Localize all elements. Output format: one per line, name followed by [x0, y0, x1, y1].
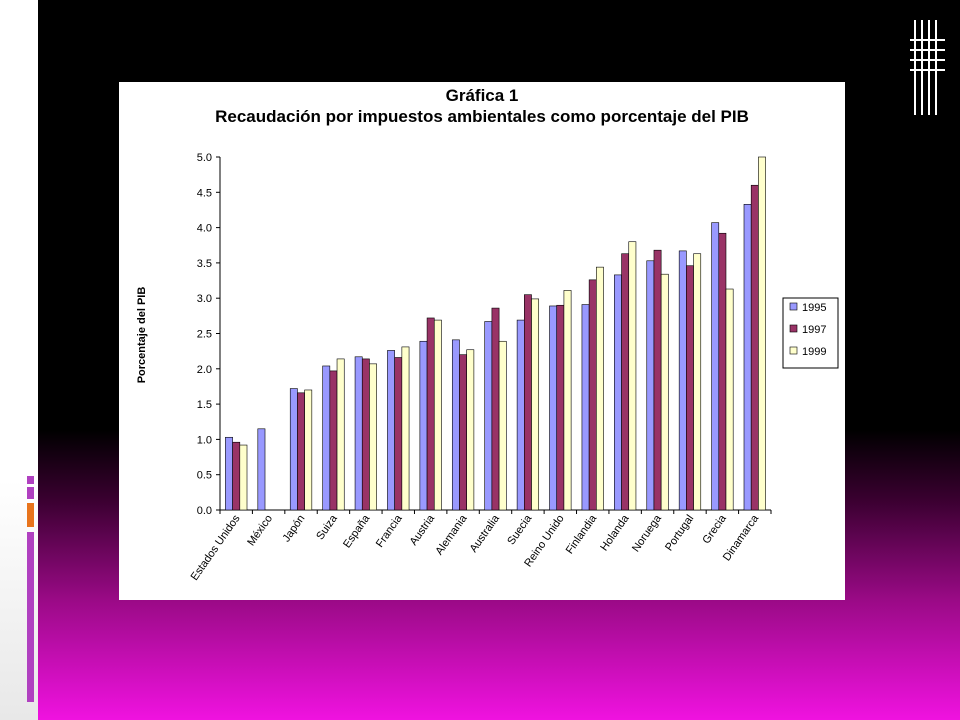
bar-1999-2 — [304, 389, 313, 511]
y-tick-label: 4.5 — [197, 187, 212, 199]
category-label: Noruega — [630, 512, 665, 554]
chart-panel: Gráfica 1 Recaudación por impuestos ambi… — [119, 82, 845, 600]
bar-1997-7 — [459, 354, 467, 511]
category-label: Australia — [468, 512, 503, 555]
bar-1997-11 — [588, 279, 597, 511]
bar-1999-11 — [596, 266, 604, 511]
y-tick-label: 3.5 — [197, 258, 212, 270]
bar-1999-3 — [336, 358, 345, 511]
category-label: Portugal — [663, 513, 696, 553]
bar-1995-8 — [484, 321, 493, 511]
y-tick-label: 2.0 — [197, 364, 212, 376]
category-label: Francia — [374, 512, 405, 550]
bar-1995-7 — [451, 339, 460, 511]
category-label: Austria — [408, 512, 438, 548]
legend: 1995 1997 1999 — [782, 297, 839, 369]
y-tick-label: 1.5 — [197, 399, 212, 411]
bar-1999-7 — [466, 349, 475, 511]
category-label: México — [245, 513, 275, 548]
bar-1995-15 — [711, 222, 720, 511]
chart-title: Gráfica 1 — [446, 86, 519, 105]
bar-1999-4 — [369, 363, 377, 511]
bar-1995-9 — [516, 319, 525, 511]
bar-1997-2 — [297, 392, 305, 511]
bar-1999-14 — [693, 253, 702, 511]
bar-1997-3 — [329, 370, 338, 511]
bar-1999-16 — [758, 156, 766, 511]
bar-1997-13 — [653, 249, 662, 511]
bar-1999-0 — [239, 444, 248, 511]
bar-1995-11 — [581, 304, 590, 511]
bar-1999-6 — [433, 319, 442, 511]
category-label: Japón — [280, 513, 307, 544]
plot-area: 0.0 0.5 1.0 1.5 2.0 2.5 3.0 3.5 4.0 4.5 5.0 Estados… — [189, 152, 772, 583]
bar-1999-10 — [563, 290, 572, 511]
category-label: Suiza — [314, 512, 340, 542]
y-tick-label: 0.5 — [197, 470, 212, 482]
bar-1995-10 — [549, 305, 558, 511]
bar-1997-5 — [394, 357, 403, 511]
y-tick-label: 3.0 — [197, 293, 212, 305]
legend-label: 1997 — [802, 324, 826, 336]
bar-1995-13 — [646, 260, 655, 511]
y-tick-label: 1.0 — [197, 434, 212, 446]
chart-subtitle: Recaudación por impuestos ambientales co… — [215, 107, 749, 126]
bar-1995-12 — [614, 274, 622, 511]
bar-1995-2 — [289, 388, 298, 511]
legend-swatch — [789, 324, 798, 333]
legend-label: 1999 — [802, 346, 826, 358]
bar-1999-5 — [401, 346, 410, 511]
y-tick-label: 5.0 — [197, 152, 212, 164]
legend-swatch — [789, 302, 798, 311]
category-label: Alemania — [433, 512, 470, 557]
bar-1995-0 — [225, 436, 233, 511]
bar-1999-13 — [660, 273, 669, 511]
bar-1999-8 — [498, 340, 507, 511]
legend-swatch — [789, 346, 798, 355]
bar-1997-14 — [686, 265, 694, 511]
bar-1997-0 — [232, 441, 241, 511]
category-label: Holanda — [598, 512, 632, 553]
bar-1997-12 — [621, 253, 630, 511]
bar-1995-6 — [419, 340, 428, 511]
category-label: Grecia — [700, 512, 729, 546]
bar-1995-14 — [678, 250, 687, 511]
bar-1997-10 — [556, 304, 565, 511]
y-tick-label: 4.0 — [197, 223, 212, 235]
legend-label: 1995 — [802, 302, 826, 314]
category-label: Suecia — [505, 512, 535, 547]
bar-1999-12 — [628, 241, 637, 511]
bar-1995-1 — [257, 428, 266, 511]
bar-chart: Gráfica 1 Recaudación por impuestos ambi… — [136, 86, 839, 583]
bar-1997-9 — [524, 294, 532, 511]
bar-1999-9 — [531, 298, 540, 511]
bar-1995-3 — [322, 365, 331, 511]
bar-1995-16 — [743, 204, 752, 511]
y-axis-label: Porcentaje del PIB — [136, 287, 148, 384]
category-label: España — [341, 512, 373, 550]
bar-1997-16 — [750, 184, 759, 511]
bar-1997-8 — [491, 307, 500, 511]
category-label: Finlandia — [564, 512, 600, 556]
y-tick-label: 2.5 — [197, 329, 212, 341]
bar-1997-15 — [718, 232, 727, 511]
category-label: Estados Unidos — [189, 512, 243, 582]
bar-1997-6 — [426, 317, 435, 511]
bar-1995-5 — [387, 350, 395, 511]
y-tick-label: 0.0 — [197, 505, 212, 517]
bar-1999-15 — [725, 288, 734, 511]
bar-1995-4 — [354, 356, 363, 511]
bar-1997-4 — [361, 358, 370, 511]
left-band — [0, 0, 38, 720]
